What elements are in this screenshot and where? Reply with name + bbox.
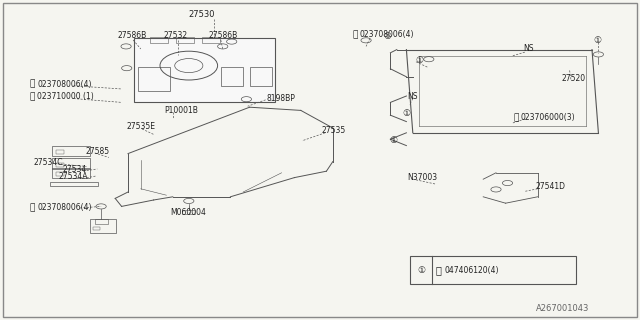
Text: Ⓝ: Ⓝ bbox=[353, 30, 358, 39]
Bar bbox=[56, 150, 64, 154]
Text: 8198BP: 8198BP bbox=[266, 94, 295, 103]
Bar bbox=[90, 219, 116, 233]
Bar bbox=[250, 67, 272, 86]
Bar bbox=[410, 256, 576, 284]
Text: P10001B: P10001B bbox=[164, 106, 198, 115]
Bar bbox=[150, 37, 168, 43]
Text: 27534A: 27534A bbox=[58, 172, 88, 181]
Text: 27534C: 27534C bbox=[34, 158, 63, 167]
Bar bbox=[202, 37, 220, 43]
Text: 27530: 27530 bbox=[188, 10, 215, 19]
Text: 023708006(4): 023708006(4) bbox=[360, 30, 414, 39]
Text: 023708006(4): 023708006(4) bbox=[37, 203, 92, 212]
Bar bbox=[134, 38, 275, 102]
Text: ①: ① bbox=[415, 56, 423, 65]
Text: 27520: 27520 bbox=[562, 74, 586, 83]
Text: Ⓝ: Ⓝ bbox=[30, 92, 35, 101]
Text: 023708006(4): 023708006(4) bbox=[37, 80, 92, 89]
Text: 27535E: 27535E bbox=[127, 122, 156, 131]
Bar bbox=[52, 146, 90, 156]
Text: ①: ① bbox=[390, 136, 397, 145]
Bar bbox=[221, 67, 243, 86]
Text: ①: ① bbox=[403, 109, 410, 118]
Bar bbox=[50, 182, 98, 186]
Bar bbox=[93, 227, 100, 230]
Text: M060004: M060004 bbox=[170, 208, 206, 217]
Bar bbox=[182, 210, 195, 214]
Text: ①: ① bbox=[593, 36, 601, 44]
Text: N37003: N37003 bbox=[407, 173, 437, 182]
Text: 27541D: 27541D bbox=[535, 182, 565, 191]
Text: 27586B: 27586B bbox=[117, 31, 147, 40]
Text: Ⓝ: Ⓝ bbox=[30, 80, 35, 89]
Text: Ⓝ: Ⓝ bbox=[30, 203, 35, 212]
Text: NS: NS bbox=[524, 44, 534, 53]
Text: 023710000 (1): 023710000 (1) bbox=[37, 92, 94, 101]
Text: 047406120(4): 047406120(4) bbox=[445, 266, 499, 275]
Bar bbox=[56, 172, 64, 176]
Text: 27534: 27534 bbox=[63, 165, 87, 174]
Text: 27532: 27532 bbox=[164, 31, 188, 40]
Bar bbox=[52, 168, 90, 178]
Text: ①: ① bbox=[417, 266, 425, 275]
Text: Ⓑ: Ⓑ bbox=[435, 265, 442, 275]
Text: 27535: 27535 bbox=[322, 126, 346, 135]
Bar bbox=[95, 219, 108, 224]
Bar bbox=[176, 37, 194, 43]
Text: 27586B: 27586B bbox=[209, 31, 238, 40]
Bar bbox=[56, 163, 64, 167]
Bar bbox=[138, 67, 170, 91]
Text: Ⓝ: Ⓝ bbox=[513, 113, 518, 122]
Text: 27585: 27585 bbox=[85, 147, 109, 156]
Text: ①: ① bbox=[383, 32, 391, 41]
Text: 023706000(3): 023706000(3) bbox=[520, 113, 575, 122]
Text: NS: NS bbox=[407, 92, 417, 101]
Bar bbox=[52, 158, 90, 169]
Text: A267001043: A267001043 bbox=[536, 304, 589, 313]
